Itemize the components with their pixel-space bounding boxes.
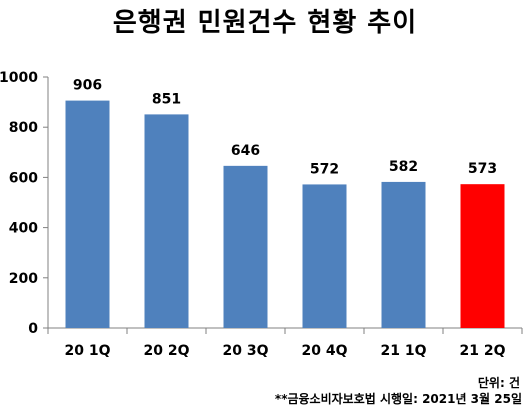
- y-tick-label: 800: [9, 120, 38, 136]
- x-tick-label: 21 2Q: [460, 343, 506, 359]
- bar: [65, 100, 110, 329]
- x-tick-label: 21 1Q: [381, 343, 427, 359]
- data-label: 646: [231, 143, 260, 159]
- x-tick-label: 20 4Q: [302, 343, 348, 359]
- y-tick-label: 600: [9, 170, 38, 186]
- x-tick-label: 20 2Q: [144, 343, 190, 359]
- y-tick-label: 400: [9, 221, 38, 237]
- x-tick-label: 20 1Q: [65, 343, 111, 359]
- x-tick-label: 20 3Q: [223, 343, 269, 359]
- data-label: 573: [468, 161, 497, 177]
- bar: [223, 165, 268, 328]
- data-label: 906: [73, 78, 102, 94]
- y-tick-label: 0: [28, 321, 38, 337]
- unit-note: 단위: 건: [477, 376, 520, 390]
- bar: [460, 184, 505, 328]
- data-label: 582: [389, 159, 418, 175]
- data-label: 851: [152, 91, 181, 107]
- bar: [381, 181, 426, 328]
- bar: [302, 184, 347, 328]
- footnote: **금융소비자보호법 시행일: 2021년 3월 25일: [274, 392, 522, 406]
- chart-title: 은행권 민원건수 현황 추이: [112, 8, 418, 38]
- bar: [144, 114, 189, 328]
- data-label: 572: [310, 161, 339, 177]
- y-tick-label: 1000: [0, 70, 38, 86]
- y-tick-label: 200: [9, 271, 38, 287]
